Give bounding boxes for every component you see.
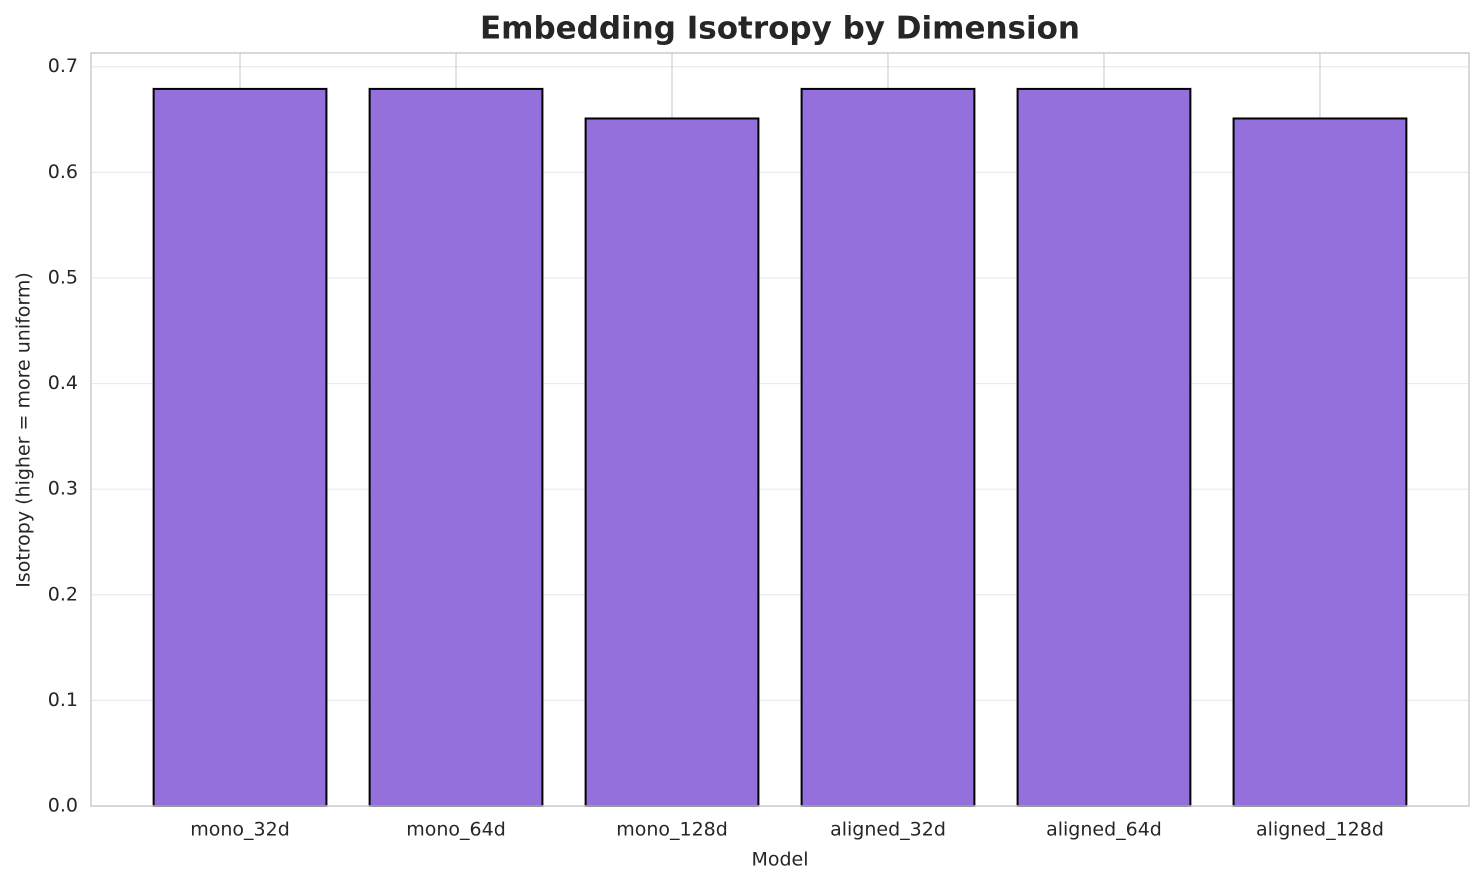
plot-frame <box>90 52 1470 807</box>
bar <box>152 87 328 808</box>
y-tick-label: 0.4 <box>48 372 78 394</box>
y-tick-label: 0.6 <box>48 161 78 183</box>
chart-title: Embedding Isotropy by Dimension <box>480 11 1080 47</box>
bar <box>584 117 760 807</box>
x-tick-label: aligned_128d <box>1256 819 1384 841</box>
x-tick-label: aligned_32d <box>830 819 946 841</box>
x-tick-label: mono_64d <box>406 819 506 841</box>
bar <box>800 87 976 808</box>
y-tick-label: 0.0 <box>48 795 78 817</box>
x-tick-label: mono_32d <box>190 819 290 841</box>
y-tick-label: 0.5 <box>48 266 78 288</box>
x-tick-label: mono_128d <box>616 819 728 841</box>
y-axis-label: Isotropy (higher = more uniform) <box>13 272 35 588</box>
y-tick-label: 0.7 <box>48 55 78 77</box>
bar <box>1232 117 1408 807</box>
x-axis-label: Model <box>751 849 808 871</box>
bar <box>368 87 544 808</box>
y-tick-label: 0.3 <box>48 478 78 500</box>
bar <box>1016 87 1192 808</box>
y-tick-label: 0.2 <box>48 583 78 605</box>
x-tick-label: aligned_64d <box>1046 819 1162 841</box>
y-tick-label: 0.1 <box>48 689 78 711</box>
